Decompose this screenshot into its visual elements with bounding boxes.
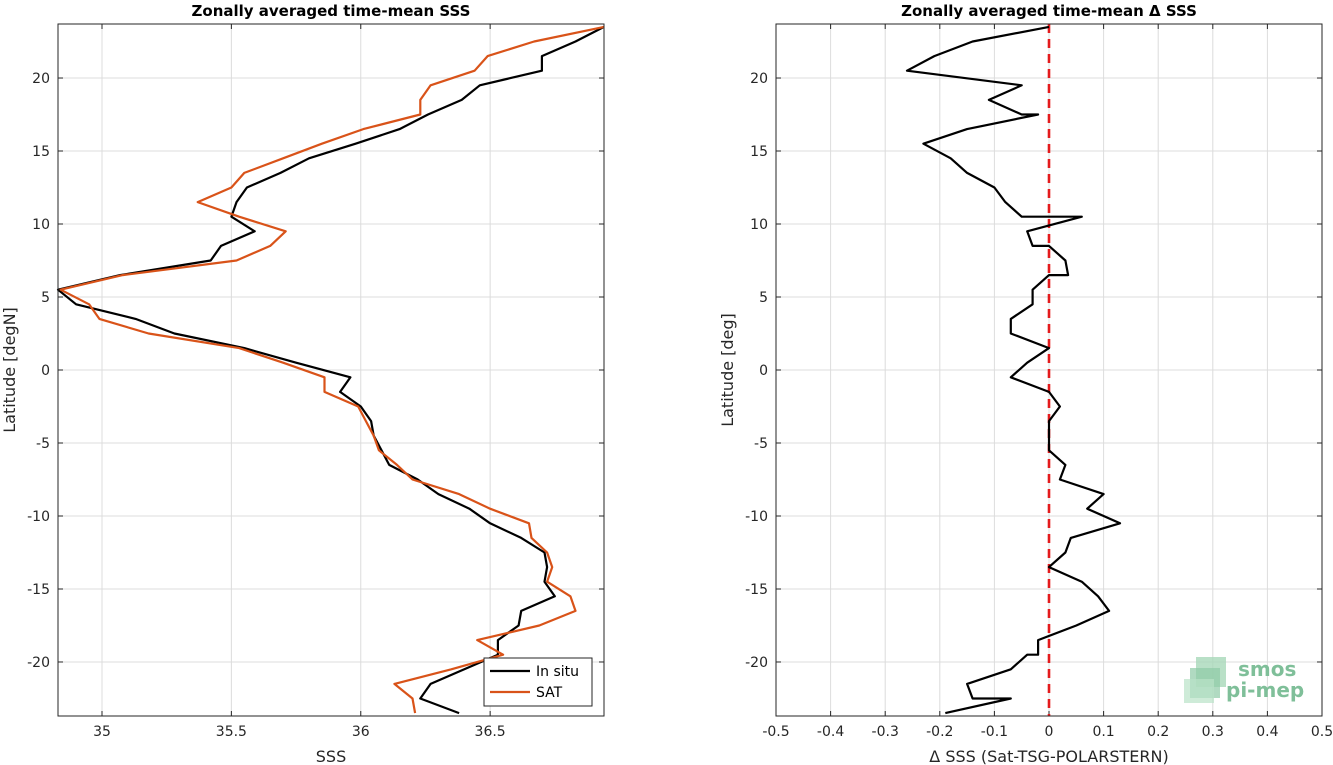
y-tick-label: -5	[36, 436, 50, 452]
x-tick-label: 35	[93, 724, 111, 740]
logo-line-2: pi-mep	[1226, 678, 1304, 702]
series-line-in-situ	[56, 25, 605, 715]
legend-label-sat: SAT	[536, 685, 563, 701]
delta-sss-panel: -0.5 -0.4 -0.3 -0.2 -0.1 0 0.1 0.2 0.3 0.4 0.5 -20…	[718, 2, 1333, 765]
left-frame-border	[57, 23, 605, 717]
x-tick-label: 0	[1045, 724, 1054, 740]
y-tick-label: 20	[32, 71, 50, 87]
right-series	[905, 25, 1122, 715]
x-tick-label: 0.2	[1147, 724, 1169, 740]
y-tick-label: 5	[759, 290, 768, 306]
y-tick-label: -20	[745, 655, 768, 671]
x-tick-label: 36.5	[475, 724, 506, 740]
legend-box	[483, 657, 593, 707]
x-tick-label: 36	[352, 724, 370, 740]
y-tick-label: -15	[27, 582, 50, 598]
x-tick-label: -0.4	[817, 724, 844, 740]
left-chart-title: Zonally averaged time-mean SSS	[192, 2, 471, 20]
y-tick-label: 0	[759, 363, 768, 379]
y-tick-label: -10	[745, 509, 768, 525]
series-line-delta-sss	[905, 25, 1122, 715]
left-x-tick-labels: 35 35.5 36 36.5	[93, 724, 506, 740]
y-tick-label: 20	[750, 71, 768, 87]
series-line-sat	[59, 25, 605, 714]
y-tick-label: -5	[754, 436, 768, 452]
legend-label-in-situ: In situ	[536, 664, 579, 680]
left-series	[56, 25, 605, 715]
x-tick-label: -0.5	[762, 724, 789, 740]
sss-profile-panel: 35 35.5 36 36.5 -20 -15 -10 -5 0 5 10 15 20 Zonally…	[0, 2, 605, 765]
x-tick-label: 0.5	[1311, 724, 1333, 740]
logo-line-1: smos	[1238, 657, 1296, 681]
y-tick-label: -10	[27, 509, 50, 525]
x-tick-label: -0.3	[872, 724, 899, 740]
y-tick-label: 0	[41, 363, 50, 379]
left-x-axis-label: SSS	[316, 747, 346, 765]
y-tick-label: 10	[750, 217, 768, 233]
y-tick-label: -20	[27, 655, 50, 671]
x-tick-label: 0.1	[1092, 724, 1114, 740]
y-tick-label: 5	[41, 290, 50, 306]
right-chart-title: Zonally averaged time-mean Δ SSS	[901, 2, 1197, 20]
legend: In situ SAT	[483, 657, 593, 707]
right-x-axis-label: Δ SSS (Sat-TSG-POLARSTERN)	[929, 747, 1168, 765]
x-tick-label: 0.4	[1256, 724, 1278, 740]
right-x-tick-labels: -0.5 -0.4 -0.3 -0.2 -0.1 0 0.1 0.2 0.3 0.4 0.5	[762, 724, 1333, 740]
x-tick-label: -0.2	[926, 724, 953, 740]
y-tick-label: -15	[745, 582, 768, 598]
y-tick-label: 10	[32, 217, 50, 233]
y-tick-label: 15	[750, 144, 768, 160]
left-y-axis-label: Latitude [degN]	[0, 307, 19, 433]
smos-pi-mep-logo: smos pi-mep	[1184, 657, 1304, 703]
right-y-tick-labels: -20 -15 -10 -5 0 5 10 15 20	[745, 71, 768, 671]
x-tick-label: 35.5	[216, 724, 247, 740]
right-frame-border	[775, 23, 1323, 717]
x-tick-label: 0.3	[1202, 724, 1224, 740]
y-tick-label: 15	[32, 144, 50, 160]
left-y-tick-labels: -20 -15 -10 -5 0 5 10 15 20	[27, 71, 50, 671]
right-y-axis-label: Latitude [deg]	[718, 313, 737, 427]
x-tick-label: -0.1	[981, 724, 1008, 740]
